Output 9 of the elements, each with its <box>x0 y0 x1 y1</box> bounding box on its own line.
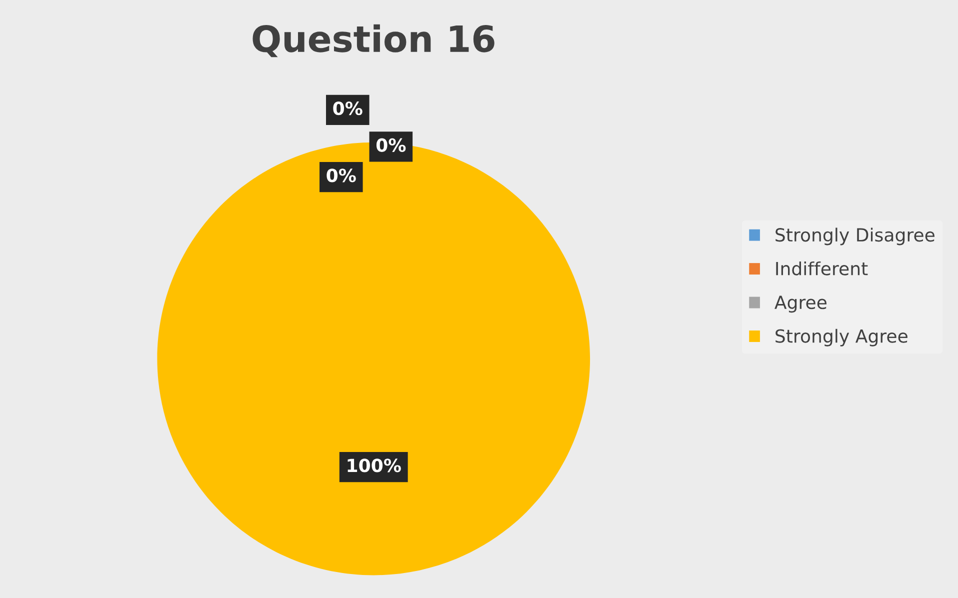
legend-label: Indifferent <box>776 261 868 276</box>
legend-label: Strongly Disagree <box>776 228 934 246</box>
legend-label: Strongly Agree <box>776 328 908 346</box>
data-label: 100% <box>348 458 401 472</box>
legend-label: Agree <box>774 296 826 313</box>
chart-title: Question 16 <box>252 24 494 58</box>
text: 0% <box>326 168 356 182</box>
text: 0% <box>376 138 406 152</box>
text: 0% <box>333 102 362 116</box>
